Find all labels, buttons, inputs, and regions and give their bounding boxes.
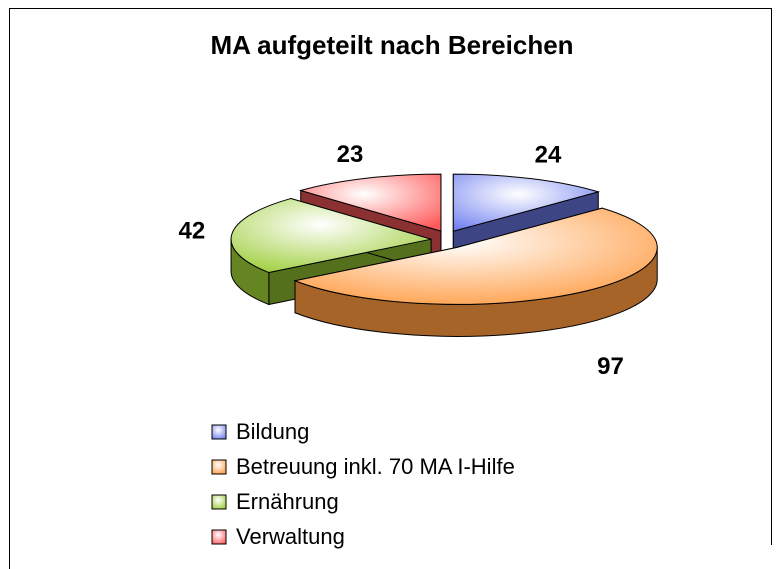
legend-swatch (211, 424, 227, 440)
slice-top (452, 173, 601, 232)
legend: Bildung Betreuung inkl. 70 MA I-Hilfe Ernä… (211, 419, 515, 549)
data-label: 23 (337, 141, 364, 168)
data-label: 24 (535, 142, 562, 169)
pie: 24 97 42 23 (179, 141, 658, 380)
slice-top (298, 173, 442, 232)
legend-swatch (211, 529, 227, 545)
data-label: 42 (179, 218, 206, 245)
slice-shade (231, 239, 269, 305)
legend-label: Ernährung (236, 489, 339, 514)
legend-swatch (211, 494, 227, 510)
legend-label: Betreuung inkl. 70 MA I-Hilfe (236, 454, 515, 479)
legend-label: Verwaltung (236, 524, 345, 549)
slice (293, 207, 658, 337)
legend-label: Bildung (236, 419, 309, 444)
slice-top (230, 198, 432, 274)
chart-border (9, 8, 772, 569)
slice-top (293, 207, 658, 305)
chart-title: MA aufgeteilt nach Bereichen (210, 30, 573, 60)
legend-swatch (211, 459, 227, 475)
slice-shade (295, 247, 658, 337)
data-label: 97 (597, 353, 624, 380)
